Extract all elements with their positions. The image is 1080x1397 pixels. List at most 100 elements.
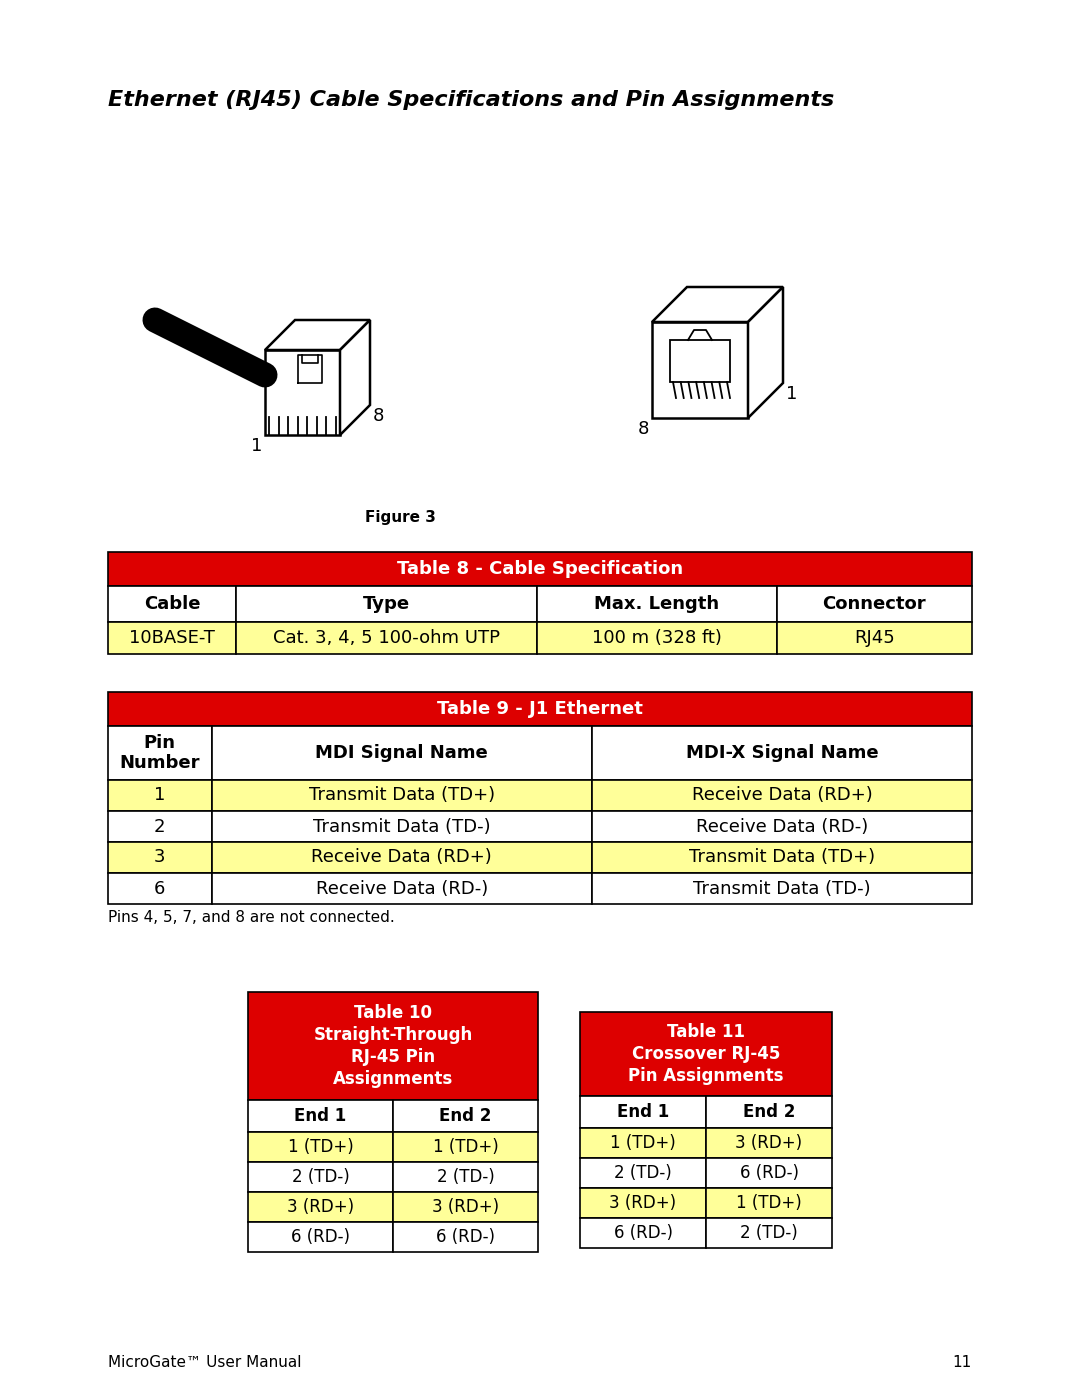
Text: 11: 11 <box>953 1355 972 1370</box>
Text: Transmit Data (TD+): Transmit Data (TD+) <box>689 848 875 866</box>
Bar <box>212 812 592 842</box>
Bar <box>580 1097 706 1127</box>
Bar <box>777 622 972 654</box>
Text: MDI-X Signal Name: MDI-X Signal Name <box>686 745 878 761</box>
Text: 1: 1 <box>251 437 262 455</box>
Bar <box>248 1192 393 1222</box>
Text: Cable: Cable <box>144 595 200 613</box>
Bar <box>537 622 777 654</box>
Text: Table 10
Straight-Through
RJ-45 Pin
Assignments: Table 10 Straight-Through RJ-45 Pin Assi… <box>313 1003 473 1088</box>
Text: 1: 1 <box>154 787 165 805</box>
Bar <box>108 842 212 873</box>
Text: Ethernet (RJ45) Cable Specifications and Pin Assignments: Ethernet (RJ45) Cable Specifications and… <box>108 89 834 110</box>
Bar <box>393 1222 538 1252</box>
Bar <box>393 1099 538 1132</box>
Text: End 1: End 1 <box>295 1106 347 1125</box>
Text: End 2: End 2 <box>743 1104 795 1120</box>
Text: 6 (RD-): 6 (RD-) <box>740 1164 798 1182</box>
Bar <box>108 692 972 726</box>
Bar <box>580 1158 706 1187</box>
Text: Type: Type <box>363 595 409 613</box>
Bar <box>670 339 730 381</box>
Bar <box>212 780 592 812</box>
Bar <box>248 992 538 1099</box>
Text: 6 (RD-): 6 (RD-) <box>291 1228 350 1246</box>
Text: End 1: End 1 <box>617 1104 670 1120</box>
Text: 2 (TD-): 2 (TD-) <box>292 1168 349 1186</box>
Text: 10BASE-T: 10BASE-T <box>129 629 215 647</box>
Bar <box>592 812 972 842</box>
Bar <box>248 1162 393 1192</box>
Bar <box>212 726 592 780</box>
Text: 1: 1 <box>786 386 797 402</box>
Polygon shape <box>265 320 370 351</box>
Text: Table 9 - J1 Ethernet: Table 9 - J1 Ethernet <box>437 700 643 718</box>
Bar <box>393 1192 538 1222</box>
Bar <box>706 1097 832 1127</box>
Bar <box>706 1218 832 1248</box>
Text: Receive Data (RD-): Receive Data (RD-) <box>315 880 488 897</box>
Text: 2 (TD-): 2 (TD-) <box>740 1224 798 1242</box>
Text: 2: 2 <box>154 817 165 835</box>
Bar <box>108 812 212 842</box>
Bar <box>706 1158 832 1187</box>
Text: Table 8 - Cable Specification: Table 8 - Cable Specification <box>397 560 683 578</box>
Text: 2 (TD-): 2 (TD-) <box>436 1168 495 1186</box>
Bar <box>706 1127 832 1158</box>
Text: 1 (TD+): 1 (TD+) <box>610 1134 676 1153</box>
Bar <box>652 321 748 418</box>
Text: Pin
Number: Pin Number <box>120 733 200 773</box>
Bar <box>108 780 212 812</box>
Bar <box>592 842 972 873</box>
Text: Receive Data (RD+): Receive Data (RD+) <box>691 787 873 805</box>
Bar <box>580 1218 706 1248</box>
Bar <box>537 585 777 622</box>
Text: RJ45: RJ45 <box>854 629 894 647</box>
Text: Table 11
Crossover RJ-45
Pin Assignments: Table 11 Crossover RJ-45 Pin Assignments <box>629 1023 784 1085</box>
Bar <box>580 1127 706 1158</box>
Bar <box>592 873 972 904</box>
Bar <box>235 585 537 622</box>
Text: 6 (RD-): 6 (RD-) <box>613 1224 673 1242</box>
Bar <box>592 780 972 812</box>
Text: Pins 4, 5, 7, and 8 are not connected.: Pins 4, 5, 7, and 8 are not connected. <box>108 909 395 925</box>
Text: 6 (RD-): 6 (RD-) <box>436 1228 495 1246</box>
Text: 100 m (328 ft): 100 m (328 ft) <box>592 629 721 647</box>
Text: 1 (TD+): 1 (TD+) <box>737 1194 801 1213</box>
Text: 3 (RD+): 3 (RD+) <box>609 1194 676 1213</box>
Text: MDI Signal Name: MDI Signal Name <box>315 745 488 761</box>
Text: 2 (TD-): 2 (TD-) <box>615 1164 672 1182</box>
Bar <box>108 873 212 904</box>
Text: Transmit Data (TD+): Transmit Data (TD+) <box>309 787 495 805</box>
Polygon shape <box>748 286 783 418</box>
Polygon shape <box>652 286 783 321</box>
Text: 3 (RD+): 3 (RD+) <box>432 1199 499 1215</box>
Text: Cat. 3, 4, 5 100-ohm UTP: Cat. 3, 4, 5 100-ohm UTP <box>273 629 500 647</box>
Text: 1 (TD+): 1 (TD+) <box>287 1139 353 1155</box>
Bar <box>108 622 235 654</box>
Bar <box>212 842 592 873</box>
Bar <box>393 1162 538 1192</box>
Bar <box>592 726 972 780</box>
Text: Connector: Connector <box>823 595 927 613</box>
Bar <box>580 1011 832 1097</box>
Text: Max. Length: Max. Length <box>594 595 719 613</box>
Bar <box>248 1222 393 1252</box>
Bar <box>108 552 972 585</box>
Bar <box>235 622 537 654</box>
Bar <box>265 351 340 434</box>
Text: 6: 6 <box>154 880 165 897</box>
Bar <box>108 726 212 780</box>
Bar <box>706 1187 832 1218</box>
Bar <box>248 1132 393 1162</box>
Text: 8: 8 <box>373 407 384 425</box>
Polygon shape <box>340 320 370 434</box>
Bar <box>212 873 592 904</box>
Bar <box>393 1132 538 1162</box>
Text: End 2: End 2 <box>440 1106 491 1125</box>
Text: 8: 8 <box>637 420 649 439</box>
Text: 1 (TD+): 1 (TD+) <box>433 1139 498 1155</box>
Bar <box>777 585 972 622</box>
Text: 3: 3 <box>154 848 165 866</box>
Bar <box>108 585 235 622</box>
